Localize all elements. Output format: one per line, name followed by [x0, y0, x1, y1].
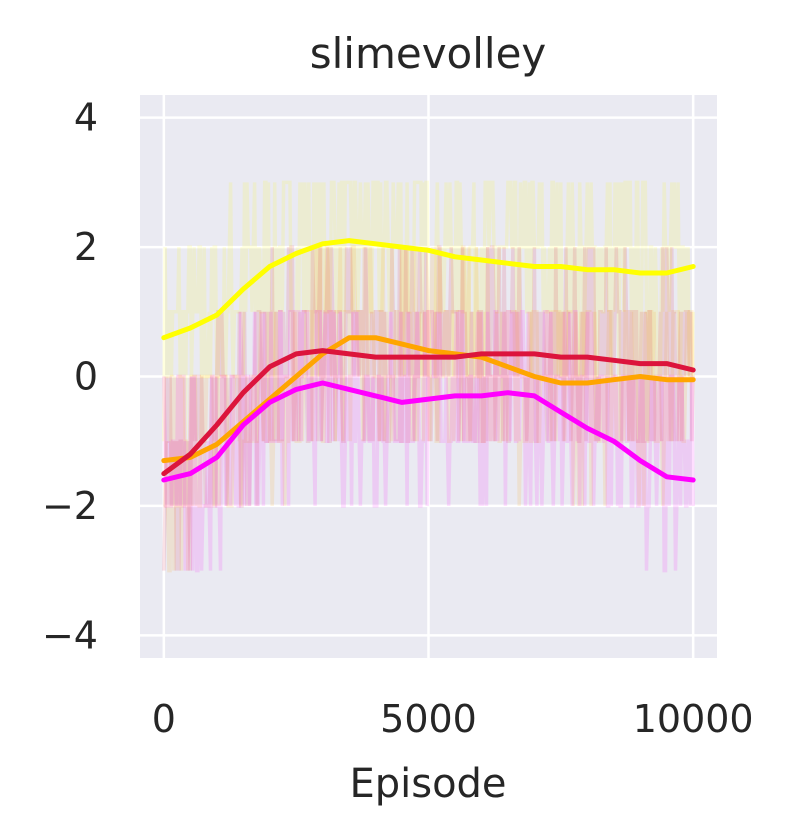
x-tick-label: 5000	[380, 697, 477, 741]
x-axis-label: Episode	[349, 761, 506, 807]
y-tick-label: −2	[42, 484, 98, 528]
series-line	[161, 348, 696, 477]
y-tick-label: −4	[42, 613, 98, 657]
grid	[140, 95, 717, 658]
y-tick-label: 4	[74, 96, 98, 140]
x-tick-label: 10000	[633, 697, 754, 741]
raw-series-line	[162, 180, 695, 442]
series-lines	[161, 238, 696, 483]
y-ticks: 4 2 0 −2 −4	[42, 96, 98, 658]
raw-series-line	[162, 310, 695, 573]
y-tick-label: 2	[74, 225, 98, 269]
chart-title: slimevolley	[310, 29, 547, 78]
y-tick-label: 0	[74, 355, 98, 399]
raw-series-line	[162, 245, 695, 571]
series-line	[161, 238, 696, 341]
raw-noise	[162, 180, 695, 573]
x-ticks: 0 5000 10000	[152, 697, 754, 741]
raw-series-line	[163, 245, 695, 573]
series-line	[161, 380, 696, 483]
x-tick-label: 0	[152, 697, 176, 741]
